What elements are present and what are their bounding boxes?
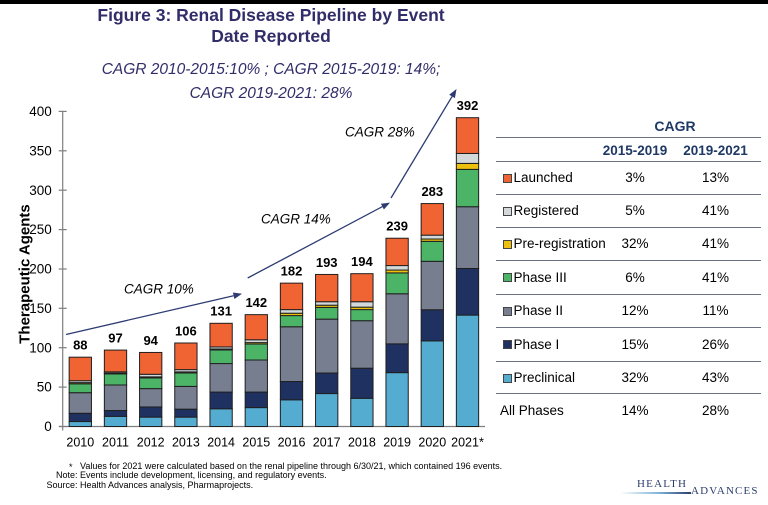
svg-text:400: 400 [29,104,52,119]
svg-text:131: 131 [210,304,232,319]
svg-text:100: 100 [29,340,52,355]
svg-text:150: 150 [29,301,52,316]
svg-text:2018: 2018 [348,436,376,450]
svg-text:300: 300 [29,183,52,198]
svg-text:0: 0 [44,419,52,434]
svg-text:2015: 2015 [242,436,270,450]
svg-text:2021*: 2021* [451,436,484,450]
svg-text:200: 200 [29,262,52,277]
svg-text:182: 182 [281,264,303,279]
svg-text:2020: 2020 [418,436,446,450]
svg-text:88: 88 [73,338,87,353]
svg-text:2019: 2019 [383,436,411,450]
svg-text:CAGR 10%: CAGR 10% [124,282,194,297]
svg-text:97: 97 [108,331,122,346]
svg-text:Therapeutic Agents: Therapeutic Agents [17,204,34,343]
svg-text:CAGR 28%: CAGR 28% [345,124,415,139]
svg-text:2013: 2013 [172,436,200,450]
svg-text:392: 392 [457,98,479,113]
svg-text:CAGR 14%: CAGR 14% [261,212,331,227]
svg-text:2014: 2014 [207,436,235,450]
svg-text:94: 94 [143,333,158,348]
svg-text:239: 239 [386,219,408,234]
svg-text:2011: 2011 [102,436,129,450]
svg-text:2016: 2016 [278,436,306,450]
svg-text:50: 50 [37,380,52,395]
svg-text:193: 193 [316,255,338,270]
svg-text:2012: 2012 [137,436,165,450]
svg-text:194: 194 [351,254,373,269]
svg-text:2017: 2017 [313,436,341,450]
svg-text:106: 106 [175,323,197,338]
svg-text:2010: 2010 [66,436,94,450]
svg-text:283: 283 [421,184,443,199]
svg-text:250: 250 [29,222,52,237]
svg-text:350: 350 [29,143,52,158]
svg-text:142: 142 [245,295,267,310]
